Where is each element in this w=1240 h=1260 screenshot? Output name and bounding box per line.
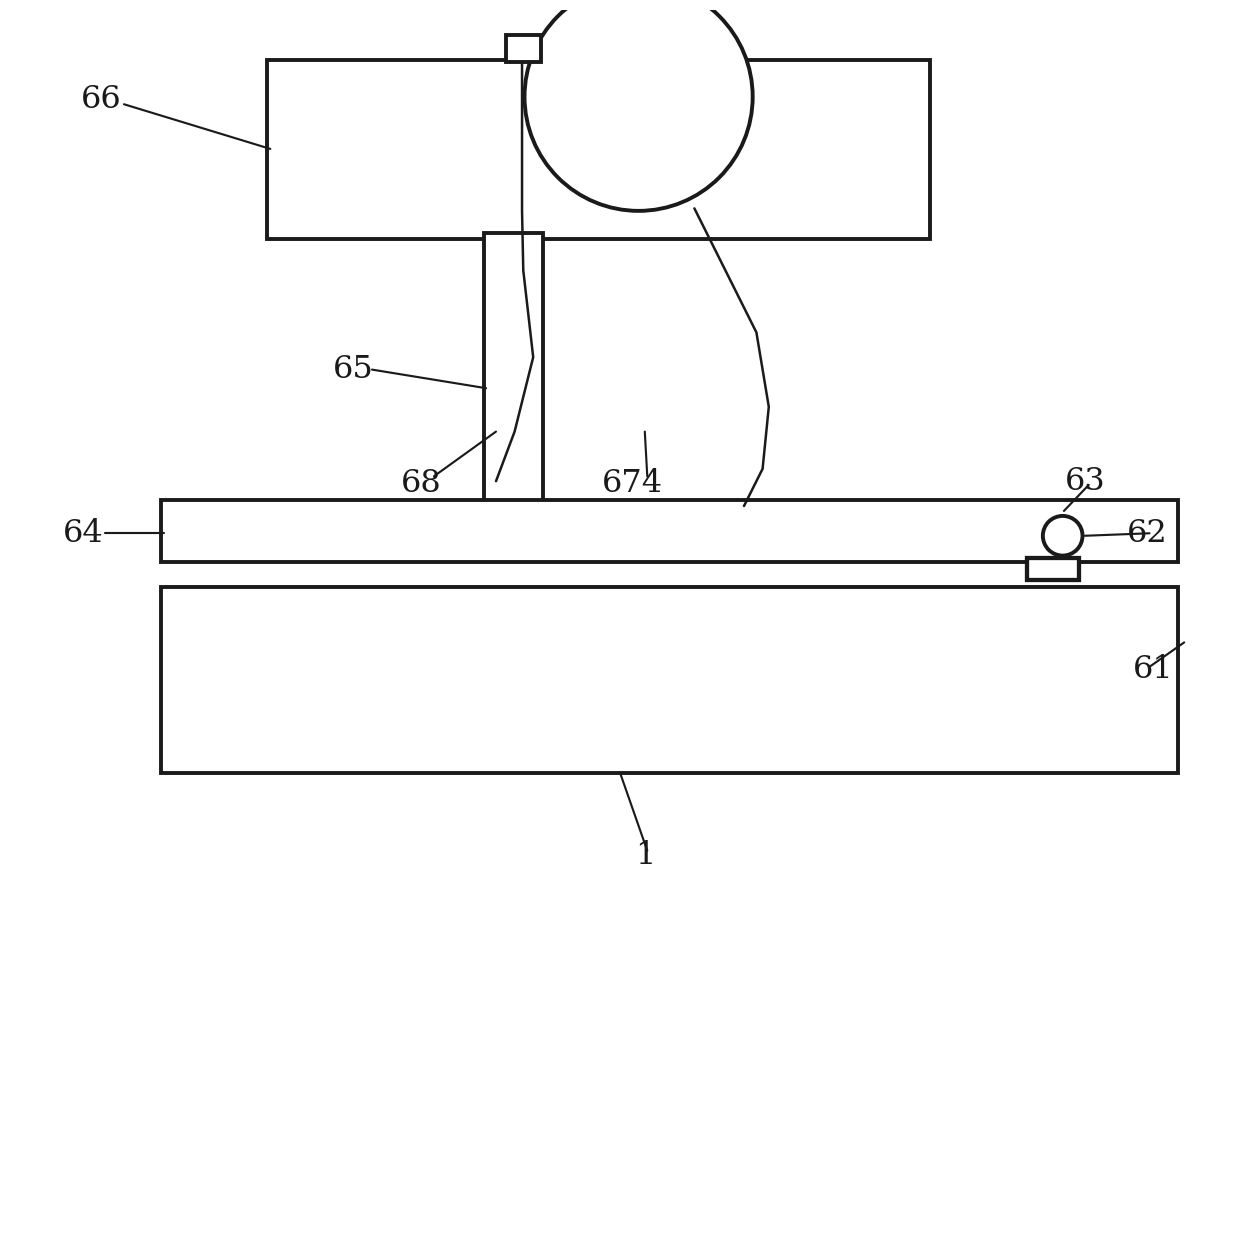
- Text: 64: 64: [63, 518, 103, 549]
- FancyBboxPatch shape: [267, 59, 930, 239]
- FancyBboxPatch shape: [506, 35, 541, 62]
- Text: 674: 674: [601, 469, 663, 499]
- Text: 1: 1: [635, 840, 655, 871]
- Text: 62: 62: [1127, 518, 1167, 549]
- Text: 68: 68: [402, 469, 441, 499]
- Text: 63: 63: [1065, 466, 1105, 496]
- Circle shape: [525, 0, 753, 210]
- FancyBboxPatch shape: [484, 233, 543, 518]
- FancyBboxPatch shape: [1027, 558, 1079, 581]
- FancyBboxPatch shape: [161, 500, 1178, 562]
- Text: 66: 66: [82, 83, 122, 115]
- Text: 65: 65: [334, 354, 373, 386]
- Text: 61: 61: [1133, 654, 1173, 685]
- FancyBboxPatch shape: [161, 587, 1178, 772]
- Circle shape: [1043, 515, 1083, 556]
